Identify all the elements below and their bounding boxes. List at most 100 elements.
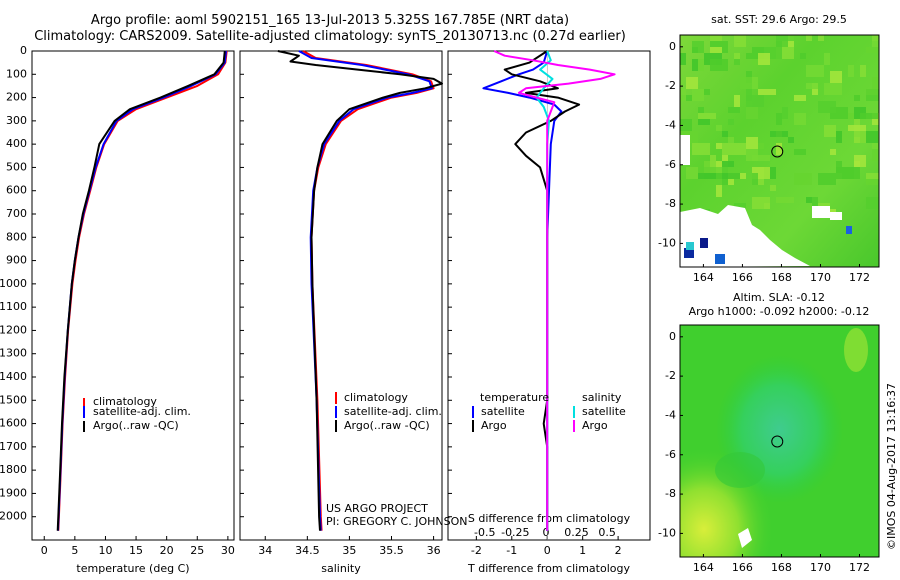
y-tick-label: 2000 — [0, 510, 27, 523]
imos-watermark: ©IMOS 04-Aug-2017 13:16:37 — [885, 383, 898, 550]
sla-map-frame — [679, 324, 880, 558]
y-tick-label: 1900 — [0, 486, 27, 499]
legend3-temp-argo-label: Argo — [481, 419, 507, 432]
map-x-tick-label: 164 — [693, 561, 714, 574]
y-tick-label: 0 — [20, 44, 27, 57]
y-tick-label: 400 — [6, 137, 27, 150]
sst-map-axes: 164 166 168 170 172 0 -2 -4 -6 -8 -10 — [658, 40, 870, 284]
sla-map-title-1: Altim. SLA: -0.12 — [733, 291, 825, 304]
credit-line-2: PI: GREGORY C. JOHNSON — [326, 515, 467, 528]
y-tick-label: 1100 — [0, 300, 27, 313]
plot-frame — [31, 50, 235, 541]
map-x-tick-label: 168 — [771, 561, 792, 574]
y-tick-label: 1600 — [0, 417, 27, 430]
x-tick-label: 0 — [544, 544, 551, 557]
credit-line-1: US ARGO PROJECT — [326, 502, 428, 515]
y-tick-label: 1200 — [0, 323, 27, 336]
y-tick-label: 700 — [6, 207, 27, 220]
sla-map-axes: 164 166 168 170 172 0 -2 -4 -6 -8 -10 — [658, 330, 870, 574]
map-y-tick-label: 0 — [669, 40, 676, 53]
x-tick-label: 34.5 — [295, 544, 320, 557]
x-tick-label: 35 — [342, 544, 356, 557]
map-x-tick-label: 164 — [693, 271, 714, 284]
x-tick-label: 1 — [579, 544, 586, 557]
y-tick-label: 1400 — [0, 370, 27, 383]
x-tick-top-label: 0 — [542, 526, 549, 539]
x-tick-label: 34 — [258, 544, 272, 557]
sst-patch-navy — [700, 238, 708, 248]
map-x-tick-label: 170 — [810, 561, 831, 574]
x-tick-label: 10 — [98, 544, 112, 557]
map-y-tick-label: -8 — [665, 487, 676, 500]
map-y-tick-label: -2 — [665, 79, 676, 92]
sst-float-marker — [771, 145, 784, 158]
x-tick-label: 2 — [615, 544, 622, 557]
legend2-argo-label: Argo(..raw -QC) — [344, 419, 430, 432]
series-line-temperature-argo — [503, 50, 581, 531]
y-tick-label: 500 — [6, 160, 27, 173]
legend-satellite-label: satellite-adj. clim. — [93, 405, 191, 418]
x-axis-label: salinity — [321, 562, 361, 575]
temperature-panel: 0100200300400500600700800900100011001200… — [0, 44, 235, 575]
y-tick-label: 100 — [6, 67, 27, 80]
map-x-tick-label: 172 — [849, 271, 870, 284]
map-y-tick-label: -2 — [665, 369, 676, 382]
x-tick-label: 36 — [427, 544, 441, 557]
title-line-2: Climatology: CARS2009. Satellite-adjuste… — [34, 29, 626, 44]
sla-map-title-2: Argo h1000: -0.092 h2000: -0.12 — [689, 305, 870, 318]
x-tick-top-label: -0.25 — [501, 526, 529, 539]
salinity-panel: 34 34.5 35 35.5 36 salinity — [239, 50, 443, 575]
plot-frame — [447, 50, 651, 541]
map-y-tick-label: -4 — [665, 408, 676, 421]
legend-climatology-label: climatology — [93, 395, 157, 408]
y-tick-label: 1800 — [0, 463, 27, 476]
y-tick-label: 1000 — [0, 277, 27, 290]
series-line-climatology — [302, 50, 435, 531]
sst-map-frame — [679, 34, 880, 268]
legend3-temp-header: temperature — [480, 391, 549, 404]
y-tick-label: 1500 — [0, 393, 27, 406]
legend2-satellite-label: satellite-adj. clim. — [344, 405, 442, 418]
map-y-tick-label: -10 — [658, 236, 676, 249]
difference-panel: -2 -1 0 1 2 T difference from climatology S di… — [447, 50, 651, 575]
x-tick-top-label: 0.25 — [564, 526, 589, 539]
sst-map-title: sat. SST: 29.6 Argo: 29.5 — [711, 13, 847, 26]
map-x-tick-label: 170 — [810, 271, 831, 284]
series-line-argo-raw-qc- — [277, 50, 443, 531]
y-tick-label: 1300 — [0, 347, 27, 360]
map-x-tick-label: 172 — [849, 561, 870, 574]
x-axis-top-label: S difference from climatology — [468, 512, 631, 525]
sst-nodata-south — [680, 205, 810, 267]
legend2-climatology-label: climatology — [344, 391, 408, 404]
x-tick-label: 15 — [129, 544, 143, 557]
x-tick-top-label: 0.5 — [598, 526, 616, 539]
y-tick-label: 200 — [6, 91, 27, 104]
map-y-tick-label: -6 — [665, 448, 676, 461]
x-tick-top-label: -0.5 — [474, 526, 495, 539]
salinity-legend: climatology satellite-adj. clim. Argo(..… — [335, 391, 442, 432]
x-tick-label: 0 — [41, 544, 48, 557]
x-tick-label: 20 — [160, 544, 174, 557]
map-y-tick-label: -4 — [665, 118, 676, 131]
map-y-tick-label: 0 — [669, 330, 676, 343]
map-x-tick-label: 166 — [732, 271, 753, 284]
legend3-sal-header: salinity — [582, 391, 622, 404]
legend-argo-label: Argo(..raw -QC) — [93, 419, 179, 432]
map-y-tick-label: -10 — [658, 526, 676, 539]
sla-map — [680, 325, 879, 557]
x-tick-label: 30 — [221, 544, 235, 557]
legend3-sal-argo-label: Argo — [582, 419, 608, 432]
map-x-tick-label: 168 — [771, 271, 792, 284]
map-y-tick-label: -8 — [665, 197, 676, 210]
y-tick-label: 900 — [6, 254, 27, 267]
x-tick-label: -1 — [506, 544, 517, 557]
y-tick-label: 1700 — [0, 440, 27, 453]
series-line-climatology — [57, 50, 228, 531]
series-line-argo-raw-qc- — [56, 50, 226, 531]
x-axis-label: T difference from climatology — [467, 562, 630, 575]
plot-frame — [239, 50, 443, 541]
sst-map — [680, 35, 879, 267]
series-line-salinity-argo — [493, 50, 616, 531]
series-line-satellite-adj-clim- — [57, 50, 227, 531]
